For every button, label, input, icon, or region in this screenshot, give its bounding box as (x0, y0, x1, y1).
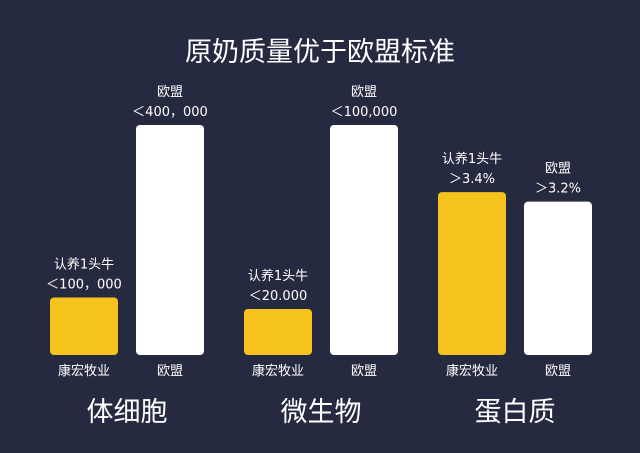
category-label: 康宏牧业 (252, 363, 304, 379)
bar-体细胞-欧盟 (136, 125, 204, 355)
bar-annotation-value: ＜20.000 (249, 289, 308, 304)
bar-annotation-name: 欧盟 (545, 162, 571, 177)
bar-annotation-name: 认养1头牛 (442, 151, 502, 167)
bar-annotation-value: ＜400，000 (132, 105, 208, 120)
bar-annotation-name: 认养1头牛 (54, 257, 114, 273)
bar-微生物-康宏牧业 (244, 309, 312, 355)
category-label: 康宏牧业 (446, 363, 498, 379)
bar-微生物-欧盟 (330, 125, 398, 355)
category-label: 欧盟 (545, 364, 571, 379)
bar-annotation-value: ＞3.2% (535, 182, 581, 197)
bar-annotation-name: 欧盟 (351, 85, 377, 100)
chart-title: 原奶质量优于欧盟标准 (185, 37, 455, 68)
category-label: 欧盟 (157, 364, 183, 379)
bar-体细胞-康宏牧业 (50, 297, 118, 355)
bar-annotation-value: ＜100,000 (331, 105, 398, 120)
bar-蛋白质-欧盟 (524, 201, 592, 355)
bar-annotation-value: ＞3.4% (449, 172, 495, 187)
category-label: 欧盟 (351, 364, 377, 379)
bar-annotation-name: 欧盟 (157, 85, 183, 100)
group-label: 微生物 (281, 397, 362, 428)
group-label: 蛋白质 (475, 397, 556, 428)
bar-annotation-name: 认养1头牛 (248, 268, 308, 284)
group-label: 体细胞 (87, 397, 168, 428)
bar-annotation-value: ＜100，000 (46, 278, 122, 293)
bar-蛋白质-康宏牧业 (438, 192, 506, 355)
category-label: 康宏牧业 (58, 363, 110, 379)
